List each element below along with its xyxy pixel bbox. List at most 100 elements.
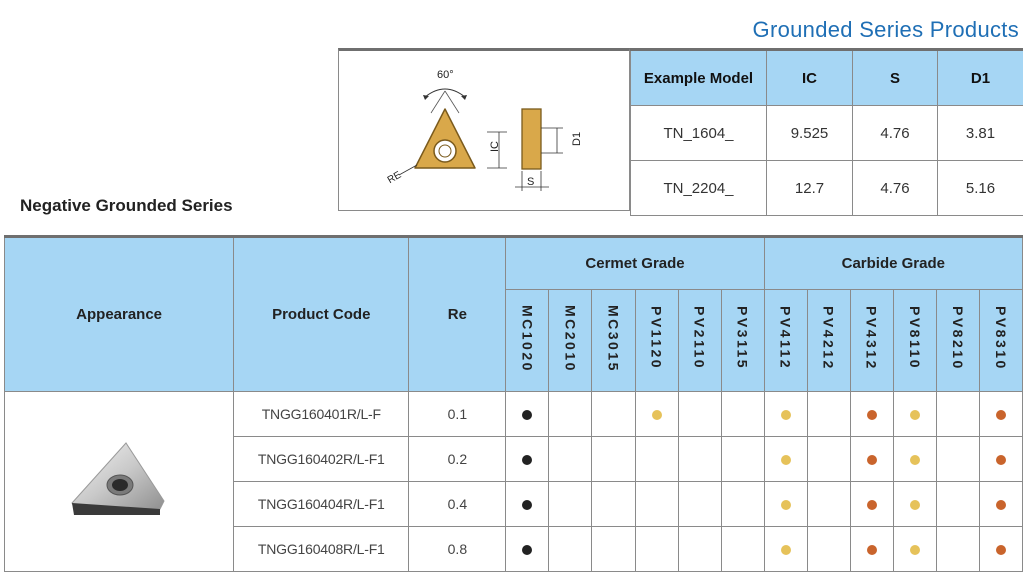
grade-header: PV1120 — [635, 290, 678, 392]
grade-cell — [893, 437, 936, 482]
grade-header: PV3115 — [721, 290, 764, 392]
grade-header: PV8310 — [979, 290, 1022, 392]
grade-cell — [807, 482, 850, 527]
grade-cell — [549, 437, 592, 482]
re-cell: 0.1 — [409, 392, 506, 437]
copper-dot-icon — [996, 545, 1006, 555]
grade-cell — [936, 392, 979, 437]
d1-cell: 3.81 — [938, 106, 1023, 161]
table-row: TN_2204_ 12.7 4.76 5.16 — [631, 161, 1023, 216]
copper-dot-icon — [867, 410, 877, 420]
section-title: Negative Grounded Series — [20, 196, 233, 216]
grade-label: PV8310 — [993, 306, 1009, 371]
example-model-header: Example Model — [631, 50, 767, 106]
grade-cell — [721, 392, 764, 437]
insert-diagram: 60° RE IC D1 S — [338, 48, 630, 211]
grade-header: MC3015 — [592, 290, 635, 392]
insert-photo-illustration — [64, 435, 174, 525]
grade-cell — [893, 527, 936, 572]
table-row: TN_1604_ 9.525 4.76 3.81 — [631, 106, 1023, 161]
gold-dot-icon — [910, 500, 920, 510]
grade-cell — [807, 392, 850, 437]
insert-geometry-drawing: 60° RE IC D1 S — [339, 51, 629, 211]
grade-cell — [850, 437, 893, 482]
example-model-table: Example Model IC S D1 TN_1604_ 9.525 4.7… — [630, 48, 1023, 216]
gold-dot-icon — [910, 455, 920, 465]
grade-cell — [807, 527, 850, 572]
re-cell: 0.8 — [409, 527, 506, 572]
re-cell: 0.4 — [409, 482, 506, 527]
grade-cell — [678, 392, 721, 437]
ic-label: IC — [489, 141, 501, 152]
grade-cell — [936, 527, 979, 572]
grade-cell — [592, 437, 635, 482]
copper-dot-icon — [867, 545, 877, 555]
grade-cell — [979, 392, 1022, 437]
appearance-header: Appearance — [5, 237, 234, 392]
grade-label: MC3015 — [606, 305, 622, 373]
grade-label: PV4312 — [864, 306, 880, 371]
appearance-cell — [5, 392, 234, 572]
grade-cell — [979, 527, 1022, 572]
copper-dot-icon — [996, 500, 1006, 510]
ic-cell: 12.7 — [767, 161, 853, 216]
grade-label: PV1120 — [649, 306, 665, 370]
grade-label: MC1020 — [519, 305, 535, 373]
product-code-cell: TNGG160404R/L-F1 — [234, 482, 409, 527]
grade-cell — [721, 437, 764, 482]
grade-cell — [936, 437, 979, 482]
product-code-header: Product Code — [234, 237, 409, 392]
cermet-grade-header: Cermet Grade — [506, 237, 764, 290]
gold-dot-icon — [781, 455, 791, 465]
grade-cell — [549, 527, 592, 572]
grade-cell — [764, 482, 807, 527]
angle-label: 60° — [437, 69, 454, 81]
grade-label: PV4212 — [821, 306, 837, 371]
gold-dot-icon — [781, 545, 791, 555]
grade-cell — [764, 437, 807, 482]
grade-cell — [764, 527, 807, 572]
copper-dot-icon — [996, 410, 1006, 420]
s-label: S — [527, 176, 534, 188]
product-code-cell: TNGG160401R/L-F — [234, 392, 409, 437]
copper-dot-icon — [996, 455, 1006, 465]
copper-dot-icon — [867, 500, 877, 510]
grade-cell — [549, 392, 592, 437]
s-cell: 4.76 — [853, 106, 938, 161]
grade-header: PV2110 — [678, 290, 721, 392]
grade-header: MC1020 — [506, 290, 549, 392]
grade-cell — [635, 437, 678, 482]
d1-cell: 5.16 — [938, 161, 1023, 216]
ic-header: IC — [767, 50, 853, 106]
model-cell: TN_2204_ — [631, 161, 767, 216]
grade-header: PV4312 — [850, 290, 893, 392]
grade-cell — [850, 527, 893, 572]
product-code-cell: TNGG160402R/L-F1 — [234, 437, 409, 482]
re-label: RE — [386, 169, 404, 186]
grade-cell — [678, 437, 721, 482]
grade-cell — [721, 482, 764, 527]
carbide-grade-header: Carbide Grade — [764, 237, 1022, 290]
black-dot-icon — [522, 410, 532, 420]
copper-dot-icon — [867, 455, 877, 465]
grade-cell — [506, 392, 549, 437]
grade-label: MC2010 — [562, 305, 578, 373]
grade-cell — [807, 437, 850, 482]
grade-header: PV4212 — [807, 290, 850, 392]
grade-label: PV3115 — [735, 306, 751, 370]
grade-cell — [764, 392, 807, 437]
product-table: Appearance Product Code Re Cermet Grade … — [4, 235, 1023, 572]
grade-label: PV2110 — [692, 306, 708, 370]
black-dot-icon — [522, 455, 532, 465]
page-title: Grounded Series Products — [753, 17, 1019, 43]
grade-cell — [850, 482, 893, 527]
grade-cell — [678, 527, 721, 572]
grade-cell — [979, 482, 1022, 527]
black-dot-icon — [522, 500, 532, 510]
grade-cell — [592, 482, 635, 527]
grade-cell — [850, 392, 893, 437]
gold-dot-icon — [652, 410, 662, 420]
grade-cell — [549, 482, 592, 527]
grade-cell — [592, 392, 635, 437]
